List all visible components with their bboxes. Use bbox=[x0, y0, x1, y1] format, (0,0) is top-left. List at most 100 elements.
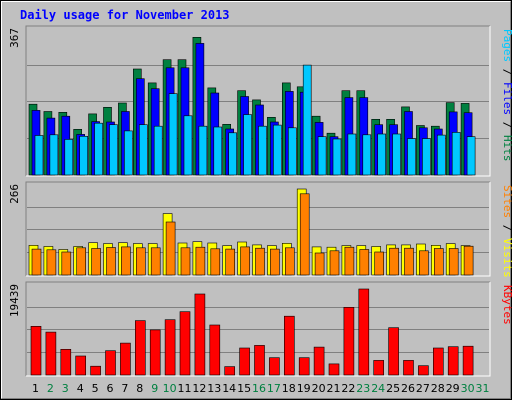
kbytes-bar-kbytes-day-29 bbox=[447, 346, 459, 376]
chart-title: Daily usage for November 2013 bbox=[20, 8, 230, 22]
visits-sites-bar-sites-day-30 bbox=[463, 245, 474, 276]
visits-sites-bar-sites-day-22 bbox=[344, 246, 355, 276]
visits-sites-bar-sites-day-15 bbox=[240, 246, 250, 276]
x-tick-label-day-20: 20 bbox=[312, 382, 326, 395]
x-tick-label-day-28: 28 bbox=[431, 382, 445, 395]
hits-files-pages-legend-item: Hits bbox=[501, 135, 512, 162]
x-tick-label-day-15: 15 bbox=[237, 382, 251, 395]
kbytes-bar-kbytes-day-8 bbox=[135, 320, 146, 376]
visits-sites-legend: Sites / Visits bbox=[501, 185, 512, 278]
hits-files-pages-bar-pages-day-1 bbox=[34, 135, 44, 176]
visits-sites-bar-sites-day-28 bbox=[433, 248, 444, 276]
hits-files-pages-legend-item: Files bbox=[501, 82, 512, 115]
hits-files-pages-bar-pages-day-13 bbox=[213, 126, 223, 176]
x-tick-label-day-11: 11 bbox=[178, 382, 192, 395]
hits-files-pages-bar-pages-day-3 bbox=[64, 139, 74, 176]
visits-sites-bar-sites-day-10 bbox=[165, 221, 176, 276]
kbytes-bar-kbytes-day-19 bbox=[298, 357, 310, 376]
hits-files-pages-bar-pages-day-30 bbox=[466, 136, 476, 176]
kbytes-bar-kbytes-day-24 bbox=[373, 360, 385, 376]
hits-files-pages-legend-item: / bbox=[501, 62, 512, 82]
x-tick-label-day-17: 17 bbox=[267, 382, 281, 395]
kbytes-bar-kbytes-day-6 bbox=[105, 350, 116, 376]
visits-sites-bar-sites-day-7 bbox=[121, 246, 131, 276]
hits-files-pages-bar-pages-day-25 bbox=[392, 133, 401, 176]
hits-files-pages-bar-pages-day-11 bbox=[183, 115, 193, 176]
hits-files-pages-bar-pages-day-16 bbox=[258, 125, 267, 176]
x-tick-label-day-26: 26 bbox=[401, 382, 415, 395]
kbytes-bar-kbytes-day-13 bbox=[209, 324, 221, 376]
hits-files-pages-bar-pages-day-24 bbox=[377, 133, 387, 176]
hits-files-pages-bar-pages-day-29 bbox=[451, 132, 461, 176]
kbytes-bar-kbytes-day-18 bbox=[283, 315, 295, 376]
kbytes-bar-kbytes-day-9 bbox=[149, 329, 161, 376]
x-tick-label-day-1: 1 bbox=[32, 382, 39, 395]
hits-files-pages-bar-pages-day-20 bbox=[317, 136, 327, 176]
kbytes-bar-kbytes-day-10 bbox=[164, 319, 176, 376]
kbytes-bar-kbytes-day-15 bbox=[239, 347, 250, 376]
x-tick-label-day-24: 24 bbox=[371, 382, 385, 395]
x-tick-label-day-13: 13 bbox=[207, 382, 221, 395]
x-tick-label-day-23: 23 bbox=[356, 382, 370, 395]
visits-sites-bar-sites-day-17 bbox=[270, 248, 280, 276]
x-tick-label-day-4: 4 bbox=[77, 382, 84, 395]
visits-sites-bar-sites-day-2 bbox=[46, 249, 57, 276]
hits-files-pages-legend-item: / bbox=[501, 115, 512, 135]
visits-sites-bar-sites-day-13 bbox=[210, 248, 221, 276]
visits-sites-bar-sites-day-14 bbox=[225, 248, 235, 276]
x-tick-label-day-14: 14 bbox=[222, 382, 236, 395]
visits-sites-bar-sites-day-1 bbox=[31, 248, 42, 276]
hits-files-pages-bar-pages-day-12 bbox=[198, 125, 208, 176]
visits-sites-bar-sites-day-26 bbox=[404, 247, 414, 276]
hits-files-pages-bar-pages-day-8 bbox=[139, 124, 148, 176]
kbytes-plot-shadow-top bbox=[25, 281, 490, 376]
visits-sites-legend-item: Visits bbox=[501, 238, 512, 278]
visits-sites-plot-shadow-top bbox=[25, 181, 490, 276]
x-tick-label-day-10: 10 bbox=[163, 382, 177, 395]
x-tick-label-day-30: 30 bbox=[461, 382, 475, 395]
visits-sites-bar-sites-day-21 bbox=[329, 250, 340, 276]
visits-sites-bar-sites-day-5 bbox=[91, 248, 101, 276]
x-tick-label-day-9: 9 bbox=[151, 382, 158, 395]
kbytes-bar-kbytes-day-25 bbox=[388, 327, 399, 376]
x-tick-label-day-5: 5 bbox=[92, 382, 99, 395]
kbytes-bar-kbytes-day-11 bbox=[179, 311, 191, 376]
x-tick-label-day-31: 31 bbox=[476, 382, 490, 395]
kbytes-bar-kbytes-day-26 bbox=[403, 360, 414, 376]
visits-sites-bar-sites-day-18 bbox=[284, 247, 295, 276]
hits-files-pages-bar-pages-day-28 bbox=[436, 134, 446, 176]
kbytes-legend-item: KBytes bbox=[501, 285, 512, 325]
kbytes-bar-kbytes-day-4 bbox=[75, 355, 86, 376]
x-tick-label-day-29: 29 bbox=[446, 382, 460, 395]
kbytes-ymax-label: 19439 bbox=[8, 284, 21, 317]
x-tick-label-day-6: 6 bbox=[107, 382, 114, 395]
visits-sites-legend-item: Sites bbox=[501, 185, 512, 218]
kbytes-bar-kbytes-day-14 bbox=[224, 366, 235, 376]
x-tick-label-day-19: 19 bbox=[297, 382, 311, 395]
hits-files-pages-bar-pages-day-9 bbox=[153, 125, 163, 176]
x-tick-label-day-25: 25 bbox=[386, 382, 400, 395]
visits-sites-bar-sites-day-19 bbox=[299, 193, 310, 276]
hits-files-pages-ymax-label: 367 bbox=[8, 28, 21, 48]
kbytes-bar-kbytes-day-16 bbox=[254, 345, 265, 376]
kbytes-plot-shadow-bottom bbox=[26, 282, 491, 377]
hits-files-pages-bar-pages-day-5 bbox=[94, 122, 103, 176]
hits-files-pages-bar-pages-day-27 bbox=[422, 138, 431, 176]
x-tick-label-day-21: 21 bbox=[327, 382, 341, 395]
x-tick-label-day-2: 2 bbox=[47, 382, 54, 395]
hits-files-pages-legend: Pages / Files / Hits bbox=[501, 29, 512, 162]
hits-files-pages-bar-pages-day-22 bbox=[347, 133, 357, 176]
visits-sites-bar-sites-day-29 bbox=[448, 248, 459, 276]
hits-files-pages-bar-pages-day-21 bbox=[332, 138, 342, 176]
visits-sites-bar-sites-day-25 bbox=[389, 247, 399, 276]
hits-files-pages-bar-pages-day-10 bbox=[168, 93, 178, 176]
hits-files-pages-plot-shadow-bottom bbox=[26, 26, 491, 177]
kbytes-bar-kbytes-day-28 bbox=[432, 347, 444, 376]
hits-files-pages-bar-pages-day-4 bbox=[79, 136, 88, 176]
visits-sites-bar-sites-day-20 bbox=[314, 252, 325, 276]
hits-files-pages-plot-shadow-top bbox=[25, 25, 490, 176]
